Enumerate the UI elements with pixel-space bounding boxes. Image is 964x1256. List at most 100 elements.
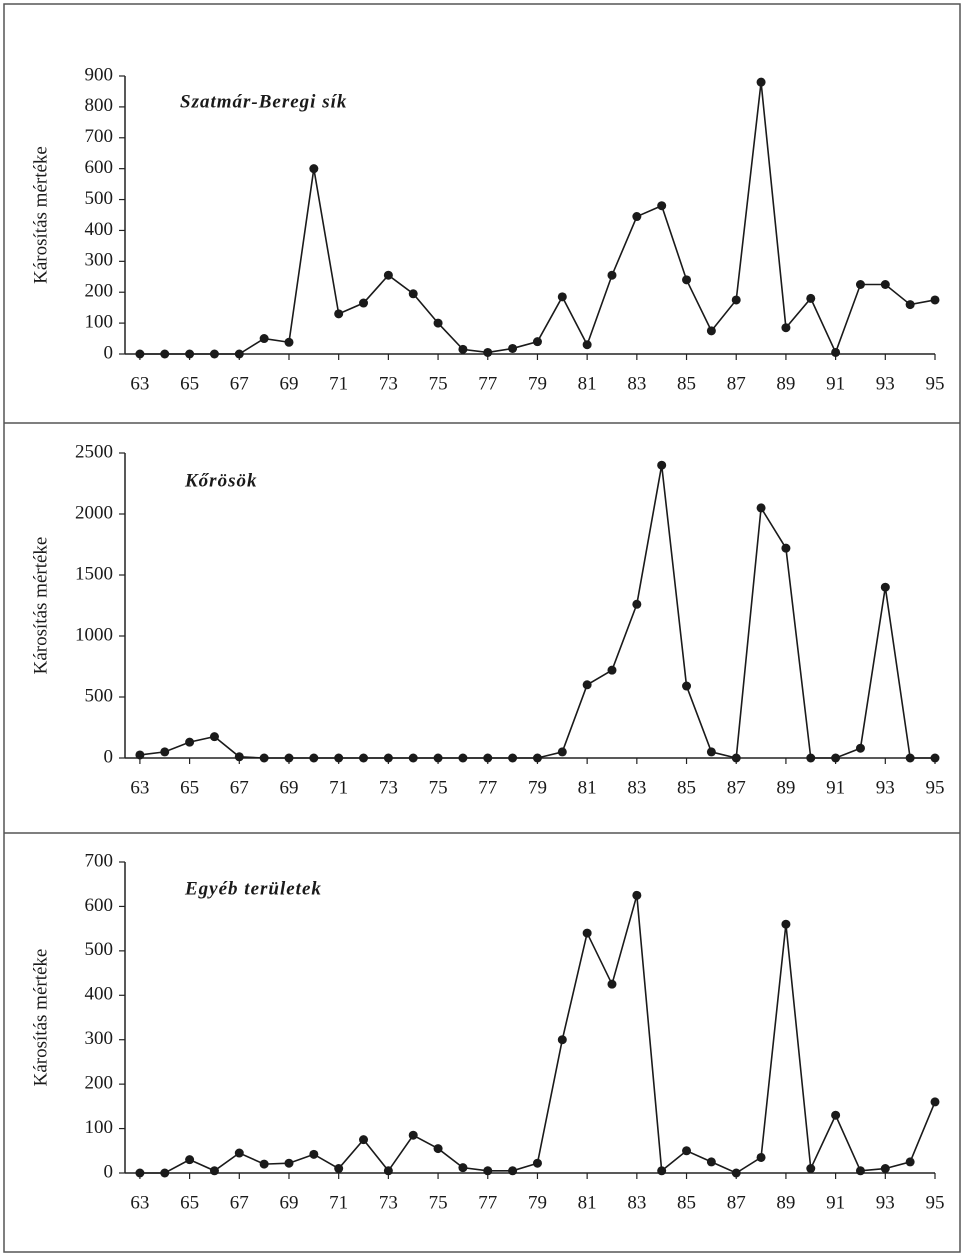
data-point — [359, 1135, 369, 1145]
x-tick-label: 81 — [578, 1192, 597, 1213]
data-point — [706, 747, 716, 757]
y-tick-label: 300 — [85, 1028, 114, 1049]
y-tick-label: 300 — [85, 250, 114, 271]
data-point — [682, 1146, 692, 1156]
x-tick-label: 71 — [329, 1192, 348, 1213]
y-tick-label: 500 — [85, 188, 114, 209]
x-tick-label: 65 — [180, 373, 199, 394]
data-point — [284, 337, 294, 347]
x-tick-label: 67 — [230, 777, 249, 798]
x-tick-label: 79 — [528, 373, 547, 394]
data-line — [139, 465, 935, 759]
data-point — [930, 295, 940, 305]
y-tick-label: 400 — [85, 984, 114, 1005]
y-tick-label: 200 — [85, 1073, 114, 1094]
x-tick-label: 63 — [130, 373, 149, 394]
data-point — [706, 1157, 716, 1167]
data-point — [508, 343, 518, 353]
data-point — [880, 1164, 890, 1174]
chart-title: Egyéb területek — [184, 878, 322, 899]
x-tick-label: 89 — [776, 777, 795, 798]
x-tick-label: 87 — [727, 1192, 746, 1213]
data-point — [582, 680, 592, 690]
data-point — [532, 337, 542, 347]
data-point — [657, 460, 667, 470]
x-tick-label: 95 — [926, 1192, 945, 1213]
data-point — [806, 753, 816, 763]
data-point — [582, 340, 592, 350]
data-point — [483, 753, 493, 763]
x-tick-label: 69 — [279, 1192, 298, 1213]
x-tick-label: 63 — [130, 1192, 149, 1213]
frame — [3, 3, 961, 1253]
x-tick-label: 79 — [528, 777, 547, 798]
data-point — [831, 1110, 841, 1120]
data-point — [185, 737, 195, 747]
data-point — [880, 280, 890, 289]
data-point — [806, 1164, 816, 1174]
data-point — [135, 349, 145, 359]
data-point — [234, 1148, 244, 1158]
y-tick-label: 100 — [85, 1117, 114, 1138]
data-point — [309, 753, 319, 763]
data-point — [408, 753, 418, 763]
data-point — [731, 295, 741, 305]
data-point — [607, 979, 617, 989]
data-point — [483, 1166, 493, 1176]
x-tick-label: 67 — [230, 1192, 249, 1213]
x-tick-label: 81 — [578, 777, 597, 798]
x-tick-label: 71 — [329, 777, 348, 798]
x-tick-label: 73 — [379, 1192, 398, 1213]
x-tick-label: 67 — [230, 373, 249, 394]
data-point — [383, 270, 393, 280]
data-point — [905, 1157, 915, 1167]
x-tick-label: 93 — [876, 1192, 895, 1213]
x-tick-label: 95 — [926, 777, 945, 798]
x-tick-label: 71 — [329, 373, 348, 394]
data-point — [930, 1097, 940, 1107]
x-tick-label: 87 — [727, 373, 746, 394]
data-point — [756, 1152, 766, 1162]
data-point — [731, 1168, 741, 1178]
data-point — [334, 1164, 344, 1174]
y-tick-label: 400 — [85, 219, 114, 240]
data-point — [309, 1149, 319, 1159]
x-tick-label: 65 — [180, 777, 199, 798]
x-tick-label: 77 — [478, 1192, 497, 1213]
data-point — [160, 747, 170, 757]
data-point — [607, 270, 617, 280]
y-tick-label: 700 — [85, 126, 114, 147]
data-point — [706, 326, 716, 336]
y-tick-label: 500 — [85, 939, 114, 960]
x-tick-label: 93 — [876, 373, 895, 394]
data-point — [905, 300, 915, 310]
x-tick-label: 91 — [826, 777, 845, 798]
x-tick-label: 85 — [677, 1192, 696, 1213]
data-point — [135, 1168, 145, 1178]
y-tick-label: 0 — [104, 746, 114, 767]
y-tick-label: 500 — [85, 685, 114, 706]
data-point — [160, 1168, 170, 1178]
data-point — [731, 753, 741, 763]
data-point — [557, 747, 567, 757]
data-point — [508, 753, 518, 763]
y-tick-label: 200 — [85, 281, 114, 302]
data-point — [259, 753, 269, 763]
data-point — [855, 1166, 865, 1176]
x-tick-label: 81 — [578, 373, 597, 394]
y-tick-label: 0 — [104, 342, 114, 363]
data-point — [781, 323, 791, 333]
data-point — [657, 201, 667, 211]
y-tick-label: 600 — [85, 895, 114, 916]
data-point — [806, 293, 816, 303]
data-point — [756, 503, 766, 513]
data-point — [334, 753, 344, 763]
x-tick-label: 83 — [627, 777, 646, 798]
data-point — [160, 349, 170, 359]
data-point — [831, 753, 841, 763]
y-axis-label: Károsítás mértéke — [30, 146, 51, 284]
y-tick-label: 100 — [85, 311, 114, 332]
x-tick-label: 73 — [379, 777, 398, 798]
